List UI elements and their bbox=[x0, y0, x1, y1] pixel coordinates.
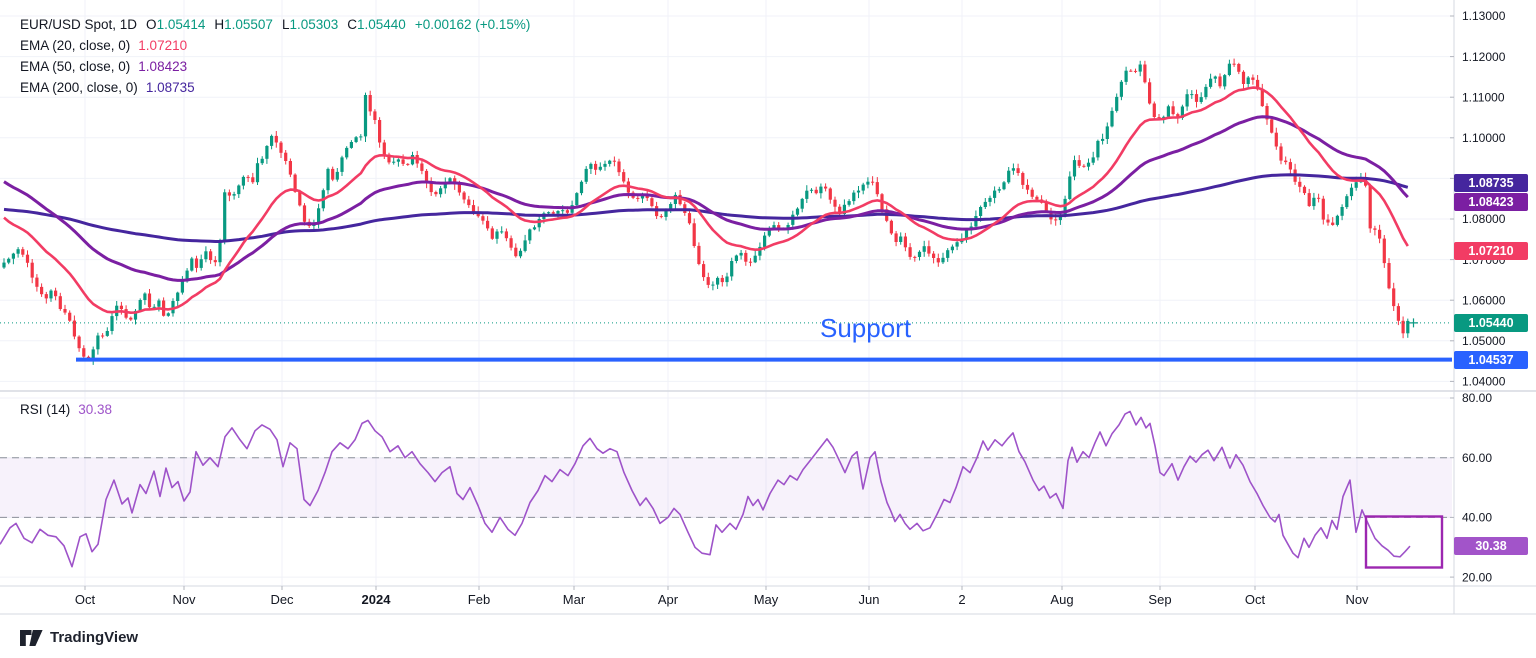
price-badge-ema50: 1.08423 bbox=[1454, 192, 1528, 211]
price-axis-labels[interactable]: 1.130001.120001.110001.100001.090001.080… bbox=[1450, 9, 1506, 584]
svg-text:May: May bbox=[754, 592, 779, 607]
svg-text:Mar: Mar bbox=[563, 592, 586, 607]
symbol-title[interactable]: EUR/USD Spot, 1D bbox=[20, 17, 138, 32]
ema50-legend-label: EMA (50, close, 0) bbox=[20, 59, 131, 74]
svg-text:Oct: Oct bbox=[1245, 592, 1266, 607]
time-axis-labels[interactable]: Oct Nov Dec 2024 Feb Mar Apr May Jun 2 Aug Sep Oct No… bbox=[75, 586, 1369, 607]
ema-lines[interactable] bbox=[3, 86, 1409, 314]
rsi-legend-value: 30.38 bbox=[78, 402, 113, 417]
svg-text:1.10000: 1.10000 bbox=[1462, 131, 1506, 145]
svg-text:Nov: Nov bbox=[1345, 592, 1369, 607]
change-value: +0.00162 (+0.15%) bbox=[414, 17, 531, 32]
pane-separators[interactable] bbox=[0, 0, 1536, 615]
svg-text:2: 2 bbox=[958, 592, 965, 607]
ema50-legend-row[interactable]: EMA (50, close, 0) 1.08423 bbox=[20, 56, 530, 77]
last-bar-plus-marker bbox=[1409, 318, 1418, 328]
svg-text:1.05000: 1.05000 bbox=[1462, 334, 1506, 348]
svg-text:80.00: 80.00 bbox=[1462, 391, 1492, 405]
price-badge-support: 1.04537 bbox=[1454, 350, 1528, 369]
ema20-legend-value: 1.07210 bbox=[138, 38, 188, 53]
tradingview-brand-text: TradingView bbox=[50, 629, 139, 646]
svg-text:1.13000: 1.13000 bbox=[1462, 9, 1506, 23]
rsi-legend-label: RSI (14) bbox=[20, 402, 71, 417]
ema200-legend-value: 1.08735 bbox=[145, 80, 195, 95]
symbol-legend: EUR/USD Spot, 1D O1.05414 H1.05507 L1.05… bbox=[20, 14, 530, 98]
svg-text:Dec: Dec bbox=[270, 592, 294, 607]
symbol-row[interactable]: EUR/USD Spot, 1D O1.05414 H1.05507 L1.05… bbox=[20, 14, 530, 35]
rsi-line[interactable] bbox=[0, 410, 1411, 568]
price-badge-ema20: 1.07210 bbox=[1454, 242, 1528, 261]
svg-text:2024: 2024 bbox=[362, 592, 392, 607]
rsi-legend-row[interactable]: RSI (14) 30.38 bbox=[20, 399, 112, 420]
svg-text:Sep: Sep bbox=[1148, 592, 1171, 607]
svg-text:Jun: Jun bbox=[859, 592, 880, 607]
ema50-legend-value: 1.08423 bbox=[138, 59, 188, 74]
svg-text:Aug: Aug bbox=[1050, 592, 1073, 607]
ema20-legend-row[interactable]: EMA (20, close, 0) 1.07210 bbox=[20, 35, 530, 56]
svg-text:Feb: Feb bbox=[468, 592, 490, 607]
svg-text:20.00: 20.00 bbox=[1462, 570, 1492, 584]
svg-text:1.12000: 1.12000 bbox=[1462, 50, 1506, 64]
svg-text:40.00: 40.00 bbox=[1462, 511, 1492, 525]
svg-text:Apr: Apr bbox=[658, 592, 679, 607]
svg-text:1.04000: 1.04000 bbox=[1462, 375, 1506, 389]
price-badge-last: 1.05440 bbox=[1454, 313, 1528, 332]
ema20-legend-label: EMA (20, close, 0) bbox=[20, 38, 131, 53]
tradingview-logo[interactable]: TradingView bbox=[20, 629, 138, 646]
rsi-highlight-box[interactable] bbox=[1364, 515, 1444, 569]
tradingview-logo-icon bbox=[20, 629, 43, 646]
ohlc-close: C1.05440 bbox=[347, 17, 406, 32]
svg-text:1.06000: 1.06000 bbox=[1462, 293, 1506, 307]
ohlc-open: O1.05414 bbox=[146, 17, 206, 32]
rsi-band bbox=[0, 457, 1452, 518]
ema200-legend-row[interactable]: EMA (200, close, 0) 1.08735 bbox=[20, 77, 530, 98]
svg-text:Oct: Oct bbox=[75, 592, 96, 607]
support-annotation-label[interactable]: Support bbox=[820, 313, 912, 343]
ema200-legend-label: EMA (200, close, 0) bbox=[20, 80, 138, 95]
svg-text:60.00: 60.00 bbox=[1462, 451, 1492, 465]
ohlc-low: L1.05303 bbox=[281, 17, 339, 32]
svg-text:1.11000: 1.11000 bbox=[1462, 90, 1505, 104]
price-badge-ema200: 1.08735 bbox=[1454, 173, 1528, 192]
svg-text:1.08000: 1.08000 bbox=[1462, 212, 1506, 226]
svg-text:Nov: Nov bbox=[172, 592, 196, 607]
current-price-line bbox=[0, 318, 1452, 328]
ohlc-high: H1.05507 bbox=[214, 17, 273, 32]
rsi-badge: 30.38 bbox=[1454, 537, 1528, 556]
